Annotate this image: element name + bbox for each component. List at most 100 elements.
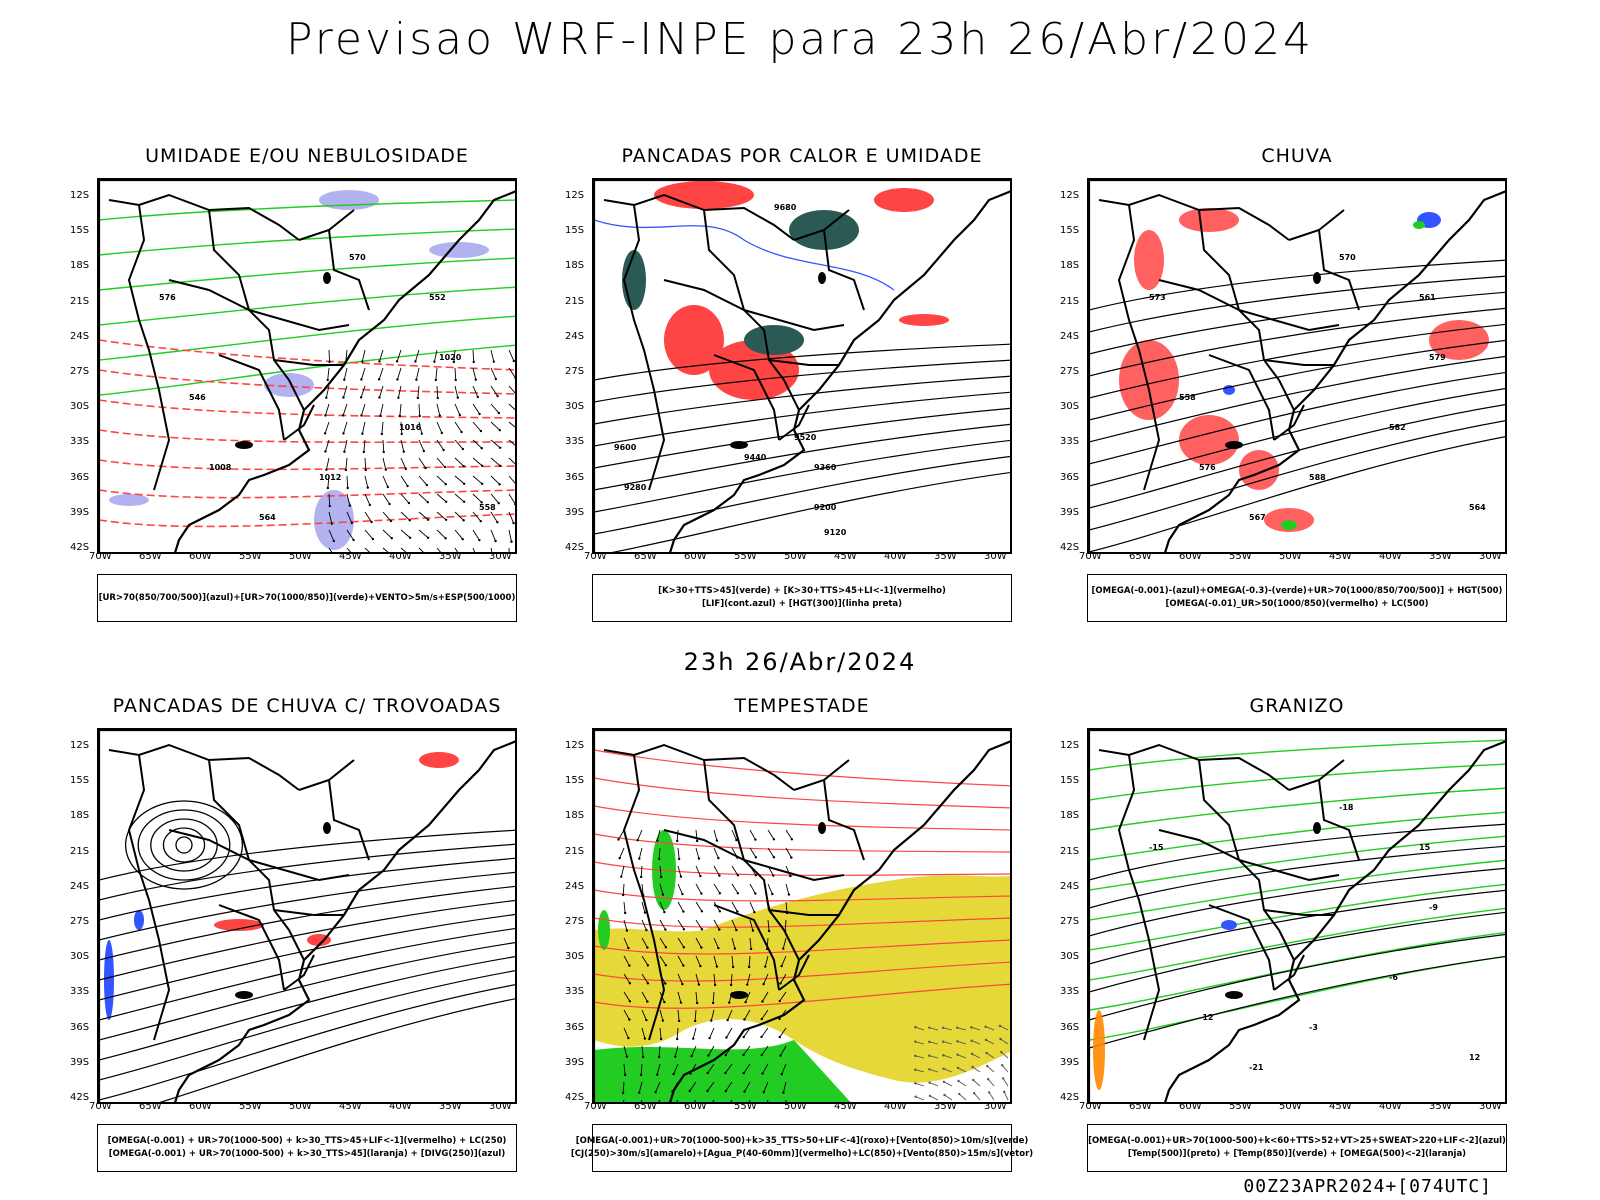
wind-vector-850 <box>784 919 787 932</box>
lat-tick-label: 42S <box>565 542 585 553</box>
wind-vector <box>400 439 405 452</box>
heat-moisture-area <box>622 250 646 310</box>
wind-vector <box>472 439 483 449</box>
wind-vector <box>396 349 402 362</box>
wind-vector-850 <box>914 1082 917 1085</box>
wind-vector-850 <box>743 1063 751 1074</box>
wind-vector-850 <box>621 1091 625 1095</box>
wind-vector-850 <box>753 910 756 914</box>
wind-vector-850 <box>779 982 782 985</box>
wind-vector-850 <box>646 982 650 985</box>
lat-tick-label: 24S <box>565 330 585 342</box>
wind-vector <box>382 547 389 552</box>
country-border <box>218 354 285 441</box>
wind-vector-850 <box>928 1054 931 1057</box>
country-border <box>1158 829 1240 861</box>
contour-label: -9 <box>1429 903 1438 912</box>
wind-vector <box>433 360 436 363</box>
wind-vector-850 <box>972 1079 981 1087</box>
wind-vector <box>364 457 367 471</box>
height-500-contour <box>1089 259 1505 311</box>
wind-vector <box>406 484 409 488</box>
wind-vector <box>480 447 483 450</box>
height-500-contour <box>1089 371 1505 465</box>
lat-tick-label: 39S <box>565 1056 585 1068</box>
lon-tick-label: 65W <box>634 1101 657 1112</box>
wind-vector-850 <box>623 1063 626 1075</box>
wind-vector-850 <box>641 1027 646 1039</box>
lat-tick-label: 24S <box>565 880 585 892</box>
contour-label: 567 <box>1249 513 1266 522</box>
country-border <box>1273 954 1305 991</box>
wind-vector <box>328 511 333 524</box>
wind-vector-850 <box>699 874 702 878</box>
wind-vector-850 <box>763 973 769 985</box>
wind-vector <box>325 396 328 399</box>
wind-vector-850 <box>744 1000 747 1004</box>
wind-vector-850 <box>674 1045 679 1057</box>
wind-vector-850 <box>724 1071 727 1075</box>
wind-vector <box>382 439 385 453</box>
wind-vector-850 <box>780 964 783 968</box>
wind-vector <box>480 482 484 486</box>
thunderstorm-area <box>214 919 264 931</box>
wind-vector <box>400 547 407 552</box>
temp-850-contour <box>1089 739 1505 771</box>
wind-vector-850 <box>942 1067 945 1070</box>
wind-vector-850 <box>942 1054 945 1057</box>
wind-vector <box>362 450 366 454</box>
wind-vector-850 <box>715 839 719 842</box>
lon-tick-label: 70W <box>1079 1101 1102 1112</box>
panel-title: PANCADAS POR CALOR E UMIDADE <box>621 145 983 167</box>
lon-tick-label: 70W <box>584 551 607 562</box>
wind-vector-850 <box>743 1018 746 1021</box>
wind-vector-850 <box>986 1052 995 1059</box>
lat-tick-label: 42S <box>565 1092 585 1103</box>
lat-tick-label: 42S <box>70 542 90 553</box>
lat-tick-label: 27S <box>1060 916 1080 927</box>
country-border <box>283 954 315 991</box>
legend-line: [OMEGA(-0.001) + UR>70(1000-500) + k>30_… <box>107 1136 507 1146</box>
wind-vector-850 <box>697 983 701 986</box>
precipitable-water-contour <box>594 861 1010 876</box>
wind-vector <box>490 367 497 380</box>
wind-vector-850 <box>725 1036 728 1039</box>
wind-vector-850 <box>751 929 755 932</box>
wind-vector <box>472 475 483 485</box>
humidity-high-area <box>314 490 354 550</box>
lon-tick-label: 30W <box>1479 551 1502 562</box>
lat-tick-label: 15S <box>1060 775 1080 787</box>
wind-vector-850 <box>641 955 649 966</box>
humidity-low-contour <box>99 199 515 221</box>
country-border <box>713 354 780 441</box>
wind-vector-850 <box>638 1081 643 1093</box>
wind-vector-850 <box>695 865 701 877</box>
wind-vector <box>397 396 400 399</box>
legend-chuva: [OMEGA(-0.001)-(azul)+OMEGA(-0.3)-(verde… <box>1087 574 1507 622</box>
wind-vector-850 <box>731 883 739 894</box>
rain-area <box>1119 340 1179 420</box>
temp-850-contour <box>1089 811 1505 861</box>
wind-vector-850 <box>688 1089 691 1093</box>
instability-area <box>664 305 724 375</box>
lon-tick-label: 50W <box>1279 551 1302 562</box>
wind-vector <box>512 359 515 363</box>
wind-vector-850 <box>675 1037 679 1041</box>
wind-vector <box>462 465 465 468</box>
wind-vector-850 <box>677 865 682 877</box>
wind-vector <box>494 539 497 543</box>
wind-vector-850 <box>742 1071 745 1075</box>
wind-vector-850 <box>749 901 755 913</box>
legend-line: [OMEGA(-0.001)+UR>70(1000-500)+k>35_TTS>… <box>575 1136 1029 1146</box>
wind-vector-850 <box>972 1091 976 1095</box>
wind-vector <box>328 547 333 552</box>
country-border <box>778 954 810 991</box>
country-border <box>1208 354 1275 441</box>
lon-tick-label: 55W <box>1229 1101 1252 1112</box>
country-border <box>1208 904 1275 991</box>
thickness-contour <box>99 513 515 528</box>
contour-label: 9600 <box>614 443 637 452</box>
lon-tick-label: 60W <box>684 551 707 562</box>
wind-vector-850 <box>695 991 698 1003</box>
wind-vector <box>328 360 331 364</box>
